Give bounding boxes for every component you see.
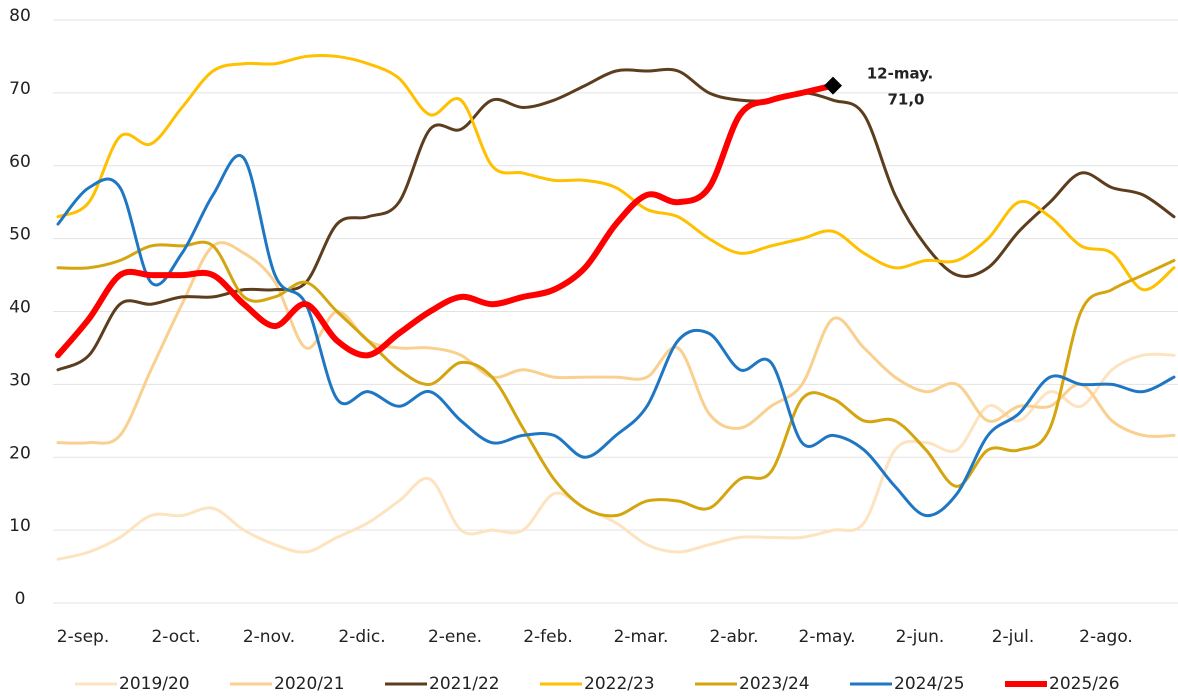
- y-tick-label: 10: [9, 516, 31, 536]
- annotation-date: 12-may.: [867, 65, 934, 83]
- legend-label: 2024/25: [894, 674, 965, 694]
- x-tick-label: 2-nov.: [243, 627, 295, 647]
- y-tick-label: 60: [9, 152, 31, 172]
- x-tick-label: 2-ago.: [1079, 627, 1133, 647]
- x-tick-label: 2-may.: [799, 627, 856, 647]
- end-marker: [824, 76, 842, 95]
- series-line: [56, 240, 1176, 518]
- y-tick-label: 50: [9, 225, 31, 245]
- series-line: [56, 154, 1176, 518]
- x-tick-label: 2-ene.: [428, 627, 482, 647]
- x-tick-label: 2-feb.: [523, 627, 573, 647]
- x-tick-label: 2-oct.: [151, 627, 200, 647]
- y-tick-label: 40: [9, 298, 31, 318]
- legend-label: 2023/24: [739, 674, 810, 694]
- x-tick-label: 2-sep.: [57, 627, 109, 647]
- legend-label: 2025/26: [1049, 674, 1120, 694]
- y-tick-label: 0: [15, 589, 26, 609]
- y-tick-label: 20: [9, 443, 31, 463]
- series-line: [55, 82, 836, 359]
- y-tick-label: 80: [9, 6, 31, 26]
- x-tick-label: 2-abr.: [710, 627, 759, 647]
- series-line: [56, 241, 1176, 445]
- y-tick-label: 30: [9, 370, 31, 390]
- legend-label: 2022/23: [584, 674, 655, 694]
- x-tick-label: 2-mar.: [614, 627, 669, 647]
- plot: 0 10 20 30 40 50 60 70 80 2-sep. 2-oct. 2-nov. 2-dic…: [9, 6, 1178, 694]
- legend-label: 2020/21: [274, 674, 345, 694]
- x-tick-label: 2-jul.: [992, 627, 1035, 647]
- series-line: [56, 67, 1176, 372]
- series-line: [56, 352, 1176, 561]
- series-line: [56, 54, 1176, 292]
- y-tick-label: 70: [9, 79, 31, 99]
- legend-label: 2021/22: [429, 674, 500, 694]
- x-tick-label: 2-dic.: [338, 627, 385, 647]
- annotation-value: 71,0: [887, 91, 924, 109]
- x-tick-label: 2-jun.: [896, 627, 945, 647]
- legend-label: 2019/20: [119, 674, 190, 694]
